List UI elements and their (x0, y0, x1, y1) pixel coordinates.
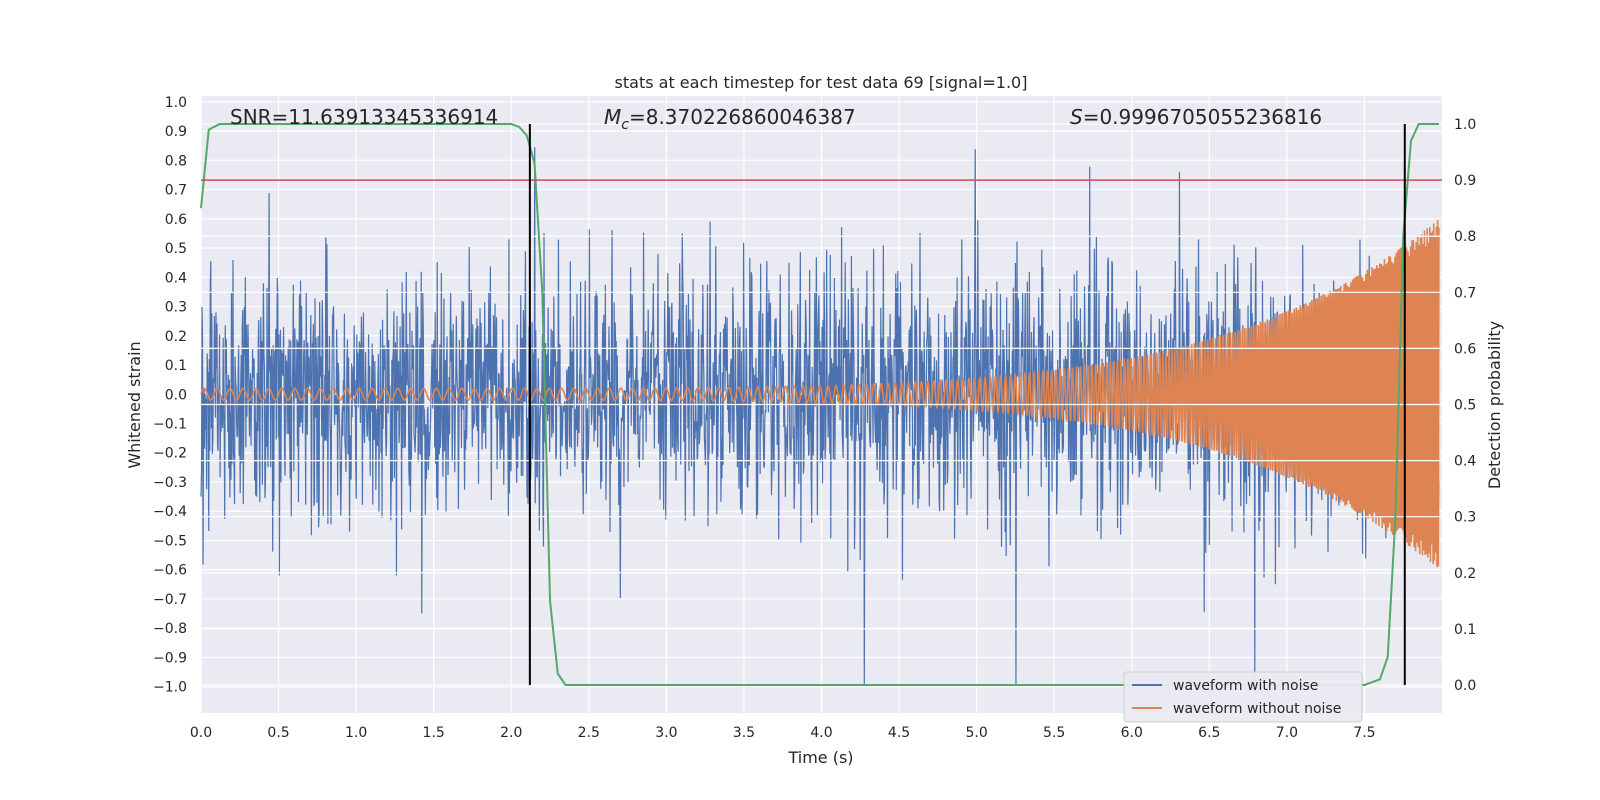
s-value: =0.9996705055236816 (1083, 105, 1322, 129)
y-tick-label: 0.0 (165, 387, 187, 403)
legend: waveform with noise waveform without noi… (1123, 671, 1363, 723)
y2-tick-label: 0.6 (1454, 341, 1476, 357)
x-axis-ticks: 0.0 0.5 1.0 1.5 2.0 2.5 3.0 3.5 4.0 4.5 5.0 5.5 6.0 6… (190, 725, 1376, 741)
y-tick-label: −0.3 (153, 475, 187, 491)
y-tick-label: −0.5 (153, 533, 187, 549)
x-tick-label: 7.0 (1276, 725, 1298, 741)
x-tick-label: 2.0 (500, 725, 522, 741)
y-tick-label: −0.4 (153, 504, 187, 520)
y2-tick-label: 0.4 (1454, 454, 1476, 470)
x-tick-label: 3.0 (655, 725, 677, 741)
legend-label-clean: waveform without noise (1173, 701, 1341, 717)
y-tick-label: −1.0 (153, 680, 187, 696)
y-axis-label: Whitened strain (125, 341, 144, 468)
y-tick-label: −0.9 (153, 650, 187, 666)
y2-tick-label: 0.9 (1454, 173, 1476, 189)
y2-tick-label: 0.7 (1454, 285, 1476, 301)
y-tick-label: 0.4 (165, 270, 187, 286)
chart-title: stats at each timestep for test data 69 … (615, 73, 1028, 92)
y2-tick-label: 0.3 (1454, 510, 1476, 526)
y2-tick-label: 0.0 (1454, 678, 1476, 694)
x-tick-label: 2.5 (578, 725, 600, 741)
snr-annotation: SNR=11.63913345336914 (230, 105, 498, 129)
y-tick-label: −0.1 (153, 417, 187, 433)
legend-label-noise: waveform with noise (1173, 678, 1318, 694)
x-tick-label: 3.5 (733, 725, 755, 741)
probability-path (200, 123, 1439, 686)
x-tick-label: 0.5 (267, 725, 289, 741)
s-symbol: S (1070, 105, 1083, 129)
x-tick-label: 4.5 (888, 725, 910, 741)
y-tick-label: 1.0 (165, 95, 187, 111)
y-tick-label: 0.2 (165, 329, 187, 345)
x-axis-label: Time (s) (787, 748, 853, 767)
y2-tick-label: 0.1 (1454, 622, 1476, 638)
vertical-markers (528, 124, 1406, 685)
x-tick-label: 0.0 (190, 725, 212, 741)
y2-axis-ticks: 1.0 0.9 0.8 0.7 0.6 0.5 0.4 0.3 0.2 0.1 0.0 (1454, 117, 1476, 694)
y-tick-label: −0.8 (153, 621, 187, 637)
x-tick-label: 5.5 (1043, 725, 1065, 741)
y-tick-label: 0.8 (165, 153, 187, 169)
x-tick-label: 1.0 (345, 725, 367, 741)
y2-tick-label: 0.8 (1454, 229, 1476, 245)
legend-box (1123, 671, 1363, 723)
y-tick-label: 0.3 (165, 300, 187, 316)
x-tick-label: 6.0 (1121, 725, 1143, 741)
y-tick-label: −0.2 (153, 446, 187, 462)
series-waveform-without-noise (200, 123, 1442, 686)
y2-tick-label: 0.5 (1454, 398, 1476, 414)
mc-value: =8.370226860046387 (629, 105, 856, 129)
x-tick-label: 6.5 (1198, 725, 1220, 741)
x-tick-label: 1.5 (423, 725, 445, 741)
y-tick-label: 0.7 (165, 183, 187, 199)
y-tick-label: −0.6 (153, 563, 187, 579)
y2-tick-label: 1.0 (1454, 117, 1476, 133)
x-tick-label: 4.0 (810, 725, 832, 741)
y-tick-label: 0.6 (165, 212, 187, 228)
y-tick-label: 0.1 (165, 358, 187, 374)
y-tick-label: −0.7 (153, 592, 187, 608)
y-tick-label: 0.9 (165, 124, 187, 140)
x-tick-label: 5.0 (965, 725, 987, 741)
mc-symbol: M (604, 105, 621, 129)
s-annotation: S=0.9996705055236816 (1070, 105, 1322, 129)
y2-axis-label: Detection probability (1485, 321, 1504, 489)
clean-path (200, 219, 1440, 568)
series-detection-probability (200, 123, 1439, 686)
mc-annotation: Mc=8.370226860046387 (604, 105, 856, 133)
y2-tick-label: 0.2 (1454, 566, 1476, 582)
y-axis-ticks: 1.0 0.9 0.8 0.7 0.6 0.5 0.4 0.3 0.2 0.1 0.0 −0.1 −0.… (153, 95, 187, 696)
x-tick-label: 7.5 (1353, 725, 1375, 741)
mc-subscript: c (621, 117, 629, 133)
y-tick-label: 0.5 (165, 241, 187, 257)
